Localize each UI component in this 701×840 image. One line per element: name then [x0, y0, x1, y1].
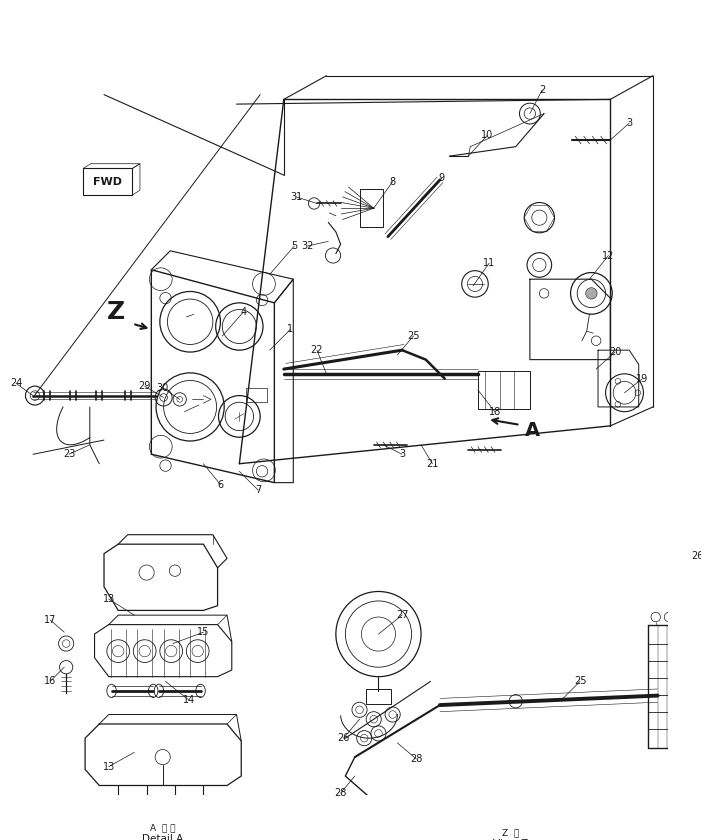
Text: 13: 13 — [102, 594, 115, 604]
Text: FWD: FWD — [93, 176, 122, 186]
Text: 6: 6 — [217, 480, 224, 490]
Text: 5: 5 — [291, 241, 297, 251]
Text: 8: 8 — [390, 176, 396, 186]
Bar — [246, 388, 267, 402]
Text: 1: 1 — [287, 324, 294, 334]
Text: 20: 20 — [609, 347, 621, 357]
Bar — [366, 689, 390, 704]
Text: 18: 18 — [489, 407, 501, 417]
Text: 28: 28 — [410, 754, 423, 764]
Text: 15: 15 — [197, 627, 210, 638]
Text: 22: 22 — [311, 345, 323, 355]
Text: 3: 3 — [399, 449, 405, 459]
Text: Z  矢: Z 矢 — [503, 828, 519, 837]
Text: A: A — [525, 421, 540, 440]
Circle shape — [509, 695, 522, 708]
Text: 17: 17 — [44, 615, 56, 625]
Text: 31: 31 — [290, 192, 302, 202]
Bar — [83, 169, 132, 195]
Text: 32: 32 — [301, 241, 313, 251]
Text: 26: 26 — [337, 733, 350, 743]
Text: 25: 25 — [574, 676, 586, 686]
Text: 13: 13 — [102, 762, 115, 772]
Text: 23: 23 — [63, 449, 75, 459]
Text: 12: 12 — [602, 250, 615, 260]
Bar — [478, 371, 530, 409]
Text: Z: Z — [107, 301, 125, 324]
Text: 19: 19 — [637, 374, 648, 384]
Text: 9: 9 — [439, 173, 445, 183]
Text: 27: 27 — [396, 610, 409, 620]
Text: 2: 2 — [539, 85, 545, 95]
Text: Detail A: Detail A — [142, 834, 184, 840]
Text: 30: 30 — [156, 383, 169, 393]
Text: 21: 21 — [426, 459, 439, 469]
Text: 14: 14 — [183, 696, 196, 706]
Text: 24: 24 — [10, 378, 22, 388]
Circle shape — [586, 287, 597, 299]
Text: 28: 28 — [334, 788, 347, 798]
Text: 4: 4 — [240, 307, 246, 318]
Text: 25: 25 — [407, 331, 420, 341]
Text: 29: 29 — [139, 381, 151, 391]
Text: A  拡 大: A 拡 大 — [150, 823, 175, 832]
Text: 11: 11 — [483, 258, 496, 268]
Text: 16: 16 — [44, 676, 56, 686]
Circle shape — [25, 386, 44, 405]
Text: 7: 7 — [255, 486, 261, 496]
Text: 26: 26 — [691, 552, 701, 561]
Text: 3: 3 — [626, 118, 632, 128]
Text: 10: 10 — [481, 130, 494, 140]
